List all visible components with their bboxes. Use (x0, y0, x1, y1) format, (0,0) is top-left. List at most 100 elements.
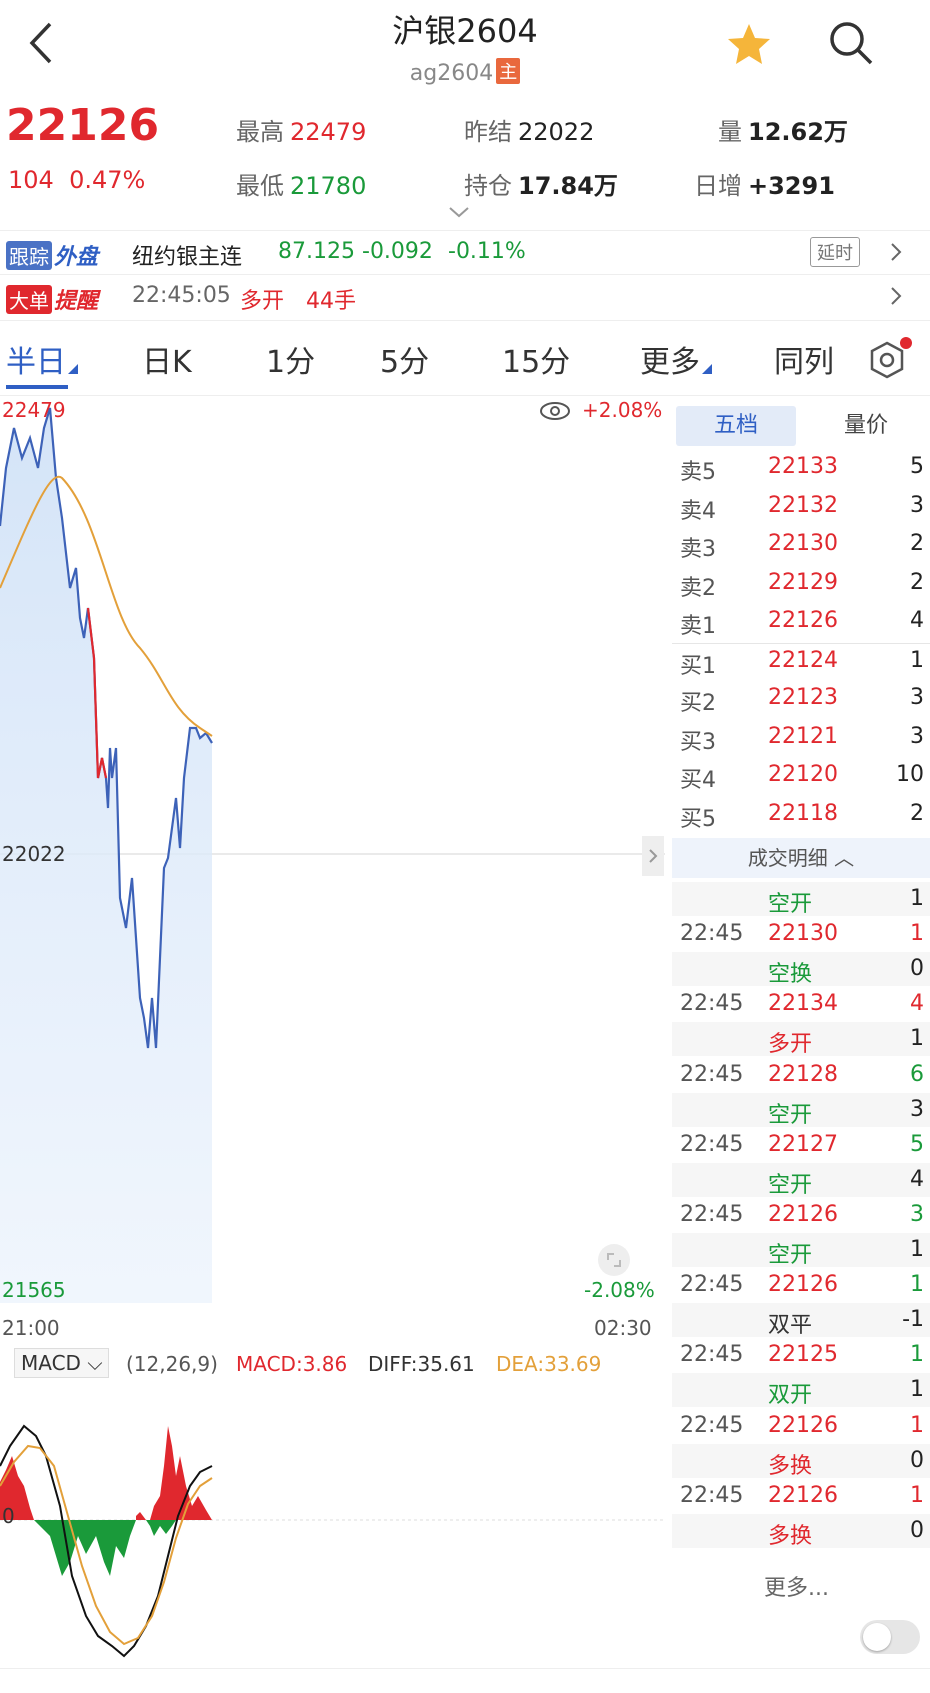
trade-row: 空开 1 (672, 1233, 930, 1268)
main-contract-badge: 主 (496, 58, 521, 84)
macd-chart[interactable]: 0 (0, 1386, 665, 1666)
trade-qty: 1 (910, 921, 924, 947)
back-arrow-icon[interactable] (22, 18, 62, 68)
level-label: 卖5 (680, 460, 716, 485)
dropdown-triangle-icon (68, 364, 78, 374)
macd-select[interactable]: MACD ⌵ (14, 1348, 110, 1378)
tab-more-label: 更多 (640, 345, 700, 380)
track-change-pct: -0.11% (448, 239, 526, 264)
bottom-nav-strip (0, 1668, 930, 1693)
tab-compare[interactable]: 同列 (774, 345, 834, 380)
search-icon[interactable] (826, 18, 876, 68)
ask-row: 卖5 22133 5 (672, 450, 930, 488)
alert-time: 22:45:05 (132, 283, 231, 308)
alert-tag: 大单 提醒 (6, 283, 98, 315)
macd-histogram (0, 1426, 212, 1576)
chevron-right-icon (891, 287, 902, 305)
chart-top-price: 22479 (2, 398, 66, 422)
tab-more[interactable]: 更多 (640, 337, 712, 381)
trade-row: 22:45 22127 5 (672, 1128, 930, 1162)
big-order-alert-row[interactable]: 大单 提醒 22:45:05 多开 44手 (0, 274, 930, 318)
toggle-switch[interactable] (860, 1620, 920, 1654)
trade-time: 22:45 (680, 991, 744, 1017)
trade-price: 22126 (768, 1272, 838, 1298)
trade-type: 多开 (768, 1032, 813, 1058)
track-price: 87.125 (278, 239, 355, 264)
toggle-knob (863, 1623, 891, 1651)
trade-qty: 4 (910, 991, 924, 1017)
trade-type: 双开 (768, 1383, 813, 1409)
intraday-chart[interactable]: 22479 22022 21565 +2.08% -2.08% (0, 398, 665, 1308)
volume-label: 量 (718, 118, 742, 146)
track-tag-text: 外盘 (54, 245, 99, 270)
bid-row: 买5 22118 2 (672, 797, 930, 835)
bid-row: 买1 22124 1 (672, 642, 930, 681)
order-book-panel: 五档 量价 卖5 22133 5 卖4 22132 3 卖3 22130 2 卖2 22129 2 卖1… (672, 398, 930, 1688)
trade-qty: -1 (902, 1307, 924, 1333)
trade-type: 空开 (768, 1102, 813, 1128)
chevron-right-icon (891, 243, 902, 261)
top-bar: 沪银2604 ag2604 主 (0, 0, 930, 90)
trade-time: 22:45 (680, 1272, 744, 1298)
expand-chevron-icon[interactable] (448, 206, 470, 218)
trade-qty: 1 (910, 886, 924, 911)
tab-15min[interactable]: 15分 (502, 345, 571, 380)
eye-icon[interactable] (538, 400, 572, 422)
trade-qty: 1 (910, 1237, 924, 1262)
alert-tag-text: 提醒 (54, 289, 99, 314)
last-price: 22126 (6, 100, 160, 151)
settings-hex-icon[interactable] (862, 335, 912, 385)
trade-row: 22:45 22130 1 (672, 917, 930, 951)
high-price: 最高 22479 (236, 112, 366, 147)
trade-row: 多换 0 (672, 1443, 930, 1479)
panel-tab-switch: 五档 量价 (676, 406, 926, 446)
trade-row: 空开 3 (672, 1092, 930, 1128)
diff-line (0, 1424, 213, 1658)
tab-five-levels[interactable]: 五档 (676, 406, 796, 446)
ask-row: 卖2 22129 2 (672, 566, 930, 604)
trade-qty: 3 (910, 1201, 924, 1227)
trade-time: 22:45 (680, 921, 744, 947)
prev-settle-value: 22022 (518, 118, 595, 146)
high-label: 最高 (236, 118, 284, 146)
trade-qty: 1 (910, 1272, 924, 1298)
trade-qty: 6 (910, 1061, 924, 1087)
overseas-track-row[interactable]: 跟踪 外盘 纽约银主连 87.125 -0.092 -0.11% 延时 (0, 230, 930, 274)
trade-time: 22:45 (680, 1342, 744, 1368)
favorite-star-icon[interactable] (724, 20, 774, 70)
level-label: 买2 (680, 691, 716, 716)
price-area-fill (0, 408, 212, 1303)
level-price: 22123 (768, 685, 838, 710)
trade-detail-header[interactable]: 成交明细 ︿ (672, 838, 930, 878)
trade-detail-title: 成交明细 (747, 846, 828, 870)
dea-value: DEA:33.69 (496, 1352, 602, 1376)
tab-1min[interactable]: 1分 (266, 345, 316, 380)
trade-row: 22:45 22126 3 (672, 1198, 930, 1232)
alert-lots: 44手 (306, 289, 356, 314)
expand-panel-icon[interactable] (642, 836, 664, 876)
fullscreen-icon[interactable] (596, 1242, 632, 1278)
level-price: 22126 (768, 608, 838, 633)
trade-row: 空开 1 (672, 882, 930, 917)
trade-row: 多换 0 (672, 1513, 930, 1549)
trade-price: 22130 (768, 921, 838, 947)
trade-row: 22:45 22128 6 (672, 1058, 930, 1092)
trade-type: 双平 (768, 1313, 813, 1339)
trade-type: 空开 (768, 1172, 813, 1198)
more-trades-link[interactable]: 更多... (764, 1576, 829, 1601)
tab-volume-price[interactable]: 量价 (843, 413, 888, 438)
tab-half-day[interactable]: 半日 (6, 337, 78, 381)
period-tabs: 半日 日K 1分 5分 15分 更多 同列 (0, 320, 930, 396)
trade-row: 22:45 22134 4 (672, 987, 930, 1021)
trade-time: 22:45 (680, 1482, 744, 1508)
level-qty: 2 (910, 800, 924, 826)
trade-price: 22128 (768, 1061, 838, 1087)
trade-price: 22126 (768, 1482, 838, 1508)
intraday-chart-svg (0, 407, 665, 1303)
tab-5min[interactable]: 5分 (380, 345, 430, 380)
low-label: 最低 (236, 172, 284, 200)
level-label: 买5 (680, 806, 716, 832)
page-title: 沪银2604 (392, 12, 538, 50)
tab-day-k[interactable]: 日K (142, 345, 192, 380)
level-label: 买4 (680, 768, 716, 793)
